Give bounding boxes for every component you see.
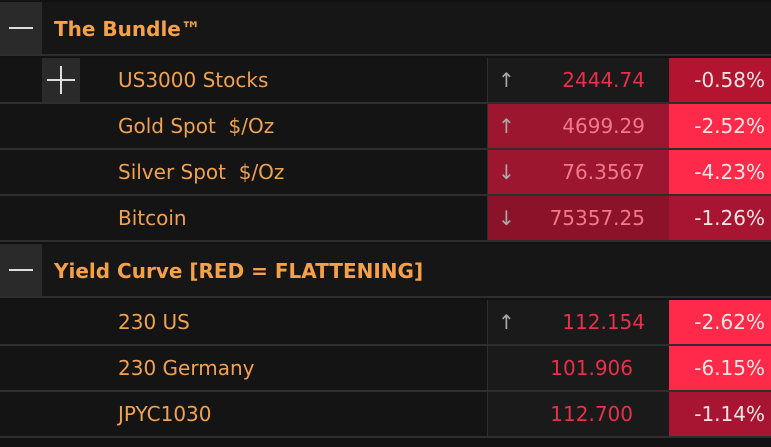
- section-title: The Bundle™: [54, 17, 201, 41]
- change: -6.15%: [694, 356, 765, 380]
- row-name: Bitcoin: [118, 206, 187, 230]
- change: -1.14%: [694, 402, 765, 426]
- section-header: The Bundle™: [0, 2, 771, 56]
- row[interactable]: Silver Spot $/Oz ↓ 76.3567 -4.23%: [0, 150, 771, 196]
- arrow: ↑: [498, 114, 515, 138]
- row[interactable]: Bitcoin ↓ 75357.25 -1.26%: [0, 196, 771, 242]
- arrow: ↑: [498, 68, 515, 92]
- row[interactable]: Gold Spot $/Oz ↑ 4699.29 -2.52%: [0, 104, 771, 150]
- price: 75357.25: [549, 206, 645, 230]
- row[interactable]: 230 US ↑ 112.154 -2.62%: [0, 300, 771, 346]
- row[interactable]: 230 Germany 101.906 -6.15%: [0, 346, 771, 392]
- arrow: ↓: [498, 206, 515, 230]
- section-title: Yield Curve [RED = FLATTENING]: [54, 259, 424, 283]
- change: -1.26%: [694, 206, 765, 230]
- price: 112.700: [550, 402, 633, 426]
- row-name: US3000 Stocks: [118, 68, 269, 92]
- change: -2.52%: [694, 114, 765, 138]
- price: 112.154: [562, 310, 645, 334]
- row-name: 230 US: [118, 310, 190, 334]
- price: 101.906: [550, 356, 633, 380]
- change: -0.58%: [694, 68, 765, 92]
- change: -2.62%: [694, 310, 765, 334]
- arrow: ↑: [498, 310, 515, 334]
- arrow: ↓: [498, 160, 515, 184]
- row-name: Silver Spot $/Oz: [118, 160, 285, 184]
- row-name: Gold Spot $/Oz: [118, 114, 275, 138]
- expand-button[interactable]: [42, 58, 80, 102]
- collapse-button[interactable]: [0, 2, 42, 54]
- section-header: Yield Curve [RED = FLATTENING]: [0, 244, 771, 298]
- change: -4.23%: [694, 160, 765, 184]
- row[interactable]: JPYC1030 112.700 -1.14%: [0, 392, 771, 438]
- collapse-button[interactable]: [0, 244, 42, 296]
- row-name: 230 Germany: [118, 356, 255, 380]
- row[interactable]: US3000 Stocks ↑ 2444.74 -0.58%: [0, 58, 771, 104]
- row-name: JPYC1030: [118, 402, 212, 426]
- price: 76.3567: [562, 160, 645, 184]
- price: 4699.29: [562, 114, 645, 138]
- price: 2444.74: [562, 68, 645, 92]
